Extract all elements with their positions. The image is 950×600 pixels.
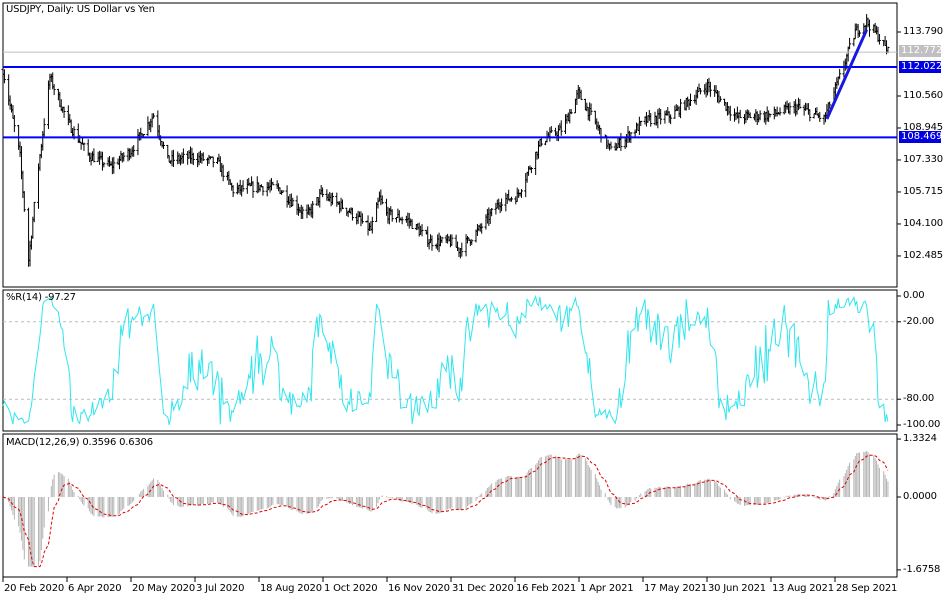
level-tag-upper: 112.022 [899,61,943,73]
y-tick-label: -1.6758 [903,563,941,575]
y-tick-label: 105.715 [903,185,943,197]
x-tick-label: 18 Aug 2020 [260,583,322,594]
y-tick-label: -100.00 [903,419,941,430]
x-tick-label: 17 May 2021 [644,583,708,594]
trendline [825,29,869,120]
x-tick-label: 30 Jun 2021 [708,583,766,594]
wpr-label: %R(14) -97.27 [6,292,76,303]
x-tick-label: 28 Sep 2021 [836,583,898,594]
y-tick-label: 0.00 [903,290,925,301]
y-tick-label: 108.945 [903,121,943,133]
y-tick-label: 113.790 [903,26,943,37]
x-tick-label: 1 Apr 2021 [580,583,634,594]
current-price-tag: 112.772 [899,45,943,57]
x-tick-label: 16 Nov 2020 [388,583,450,594]
chart-title: USDJPY, Daily: US Dollar vs Yen [6,4,155,15]
y-tick-label: 107.330 [903,153,943,165]
x-tick-label: 20 May 2020 [132,583,196,594]
x-tick-label: 6 Apr 2020 [68,583,122,594]
macd-label: MACD(12,26,9) 0.3596 0.6306 [6,437,153,448]
level-tag-lower: 108.469 [899,131,943,143]
y-tick-label: -80.00 [903,393,935,405]
y-tick-label: 110.560 [903,89,943,101]
wpr-panel [2,289,898,432]
y-tick-label: 102.485 [903,249,943,261]
x-tick-label: 31 Dec 2020 [452,583,514,594]
x-tick-label: 20 Feb 2020 [4,583,65,594]
x-tick-label: 3 Jul 2020 [196,583,245,594]
y-tick-label: 0.0000 [903,491,937,502]
wpr-line [2,294,889,426]
x-tick-label: 13 Aug 2021 [772,583,834,594]
y-tick-label: -20.00 [903,315,935,327]
x-tick-label: 1 Oct 2020 [324,583,378,594]
x-tick-label: 16 Feb 2021 [516,583,577,594]
macd-signal-line [2,454,889,568]
y-tick-label: 1.3324 [903,433,937,445]
y-tick-label: 104.100 [903,217,943,229]
